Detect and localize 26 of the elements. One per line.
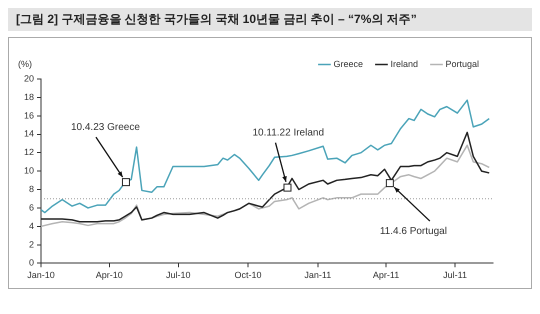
legend-label: Ireland [390,58,418,69]
x-tick-label: Apr-11 [372,270,400,280]
annotation: 10.11.22 Ireland [252,127,324,138]
x-tick-label: Apr-10 [96,270,123,280]
chart-title: [그림 2] 구제금융을 신청한 국가들의 국채 10년물 금리 추이 – “7%의 저주” [8,8,532,31]
legend-label: Portugal [445,58,480,69]
y-tick-label: 18 [24,92,34,102]
y-tick-label: 4 [28,220,34,231]
x-tick-label: Jan-11 [304,270,332,280]
y-tick-label: 8 [28,184,34,194]
annotation: 11.4.6 Portugal [380,226,447,237]
y-tick-label: 6 [28,202,34,212]
legend-label: Greece [333,58,363,69]
y-tick-label: 14 [24,128,34,139]
y-axis-title: (%) [18,58,32,69]
y-tick-label: 16 [24,110,34,120]
x-tick-label: Jul-11 [443,270,468,280]
x-tick-label: Oct-10 [234,270,262,280]
y-tick-label: 10 [24,166,34,176]
y-tick-label: 0 [28,258,34,268]
y-tick-label: 20 [24,73,34,84]
y-tick-label: 2 [28,239,34,250]
y-tick-label: 12 [24,147,34,158]
x-tick-label: Jan-10 [27,270,55,280]
x-tick-label: Jul-10 [166,270,191,280]
annotation: 10.4.23 Greece [70,122,140,133]
